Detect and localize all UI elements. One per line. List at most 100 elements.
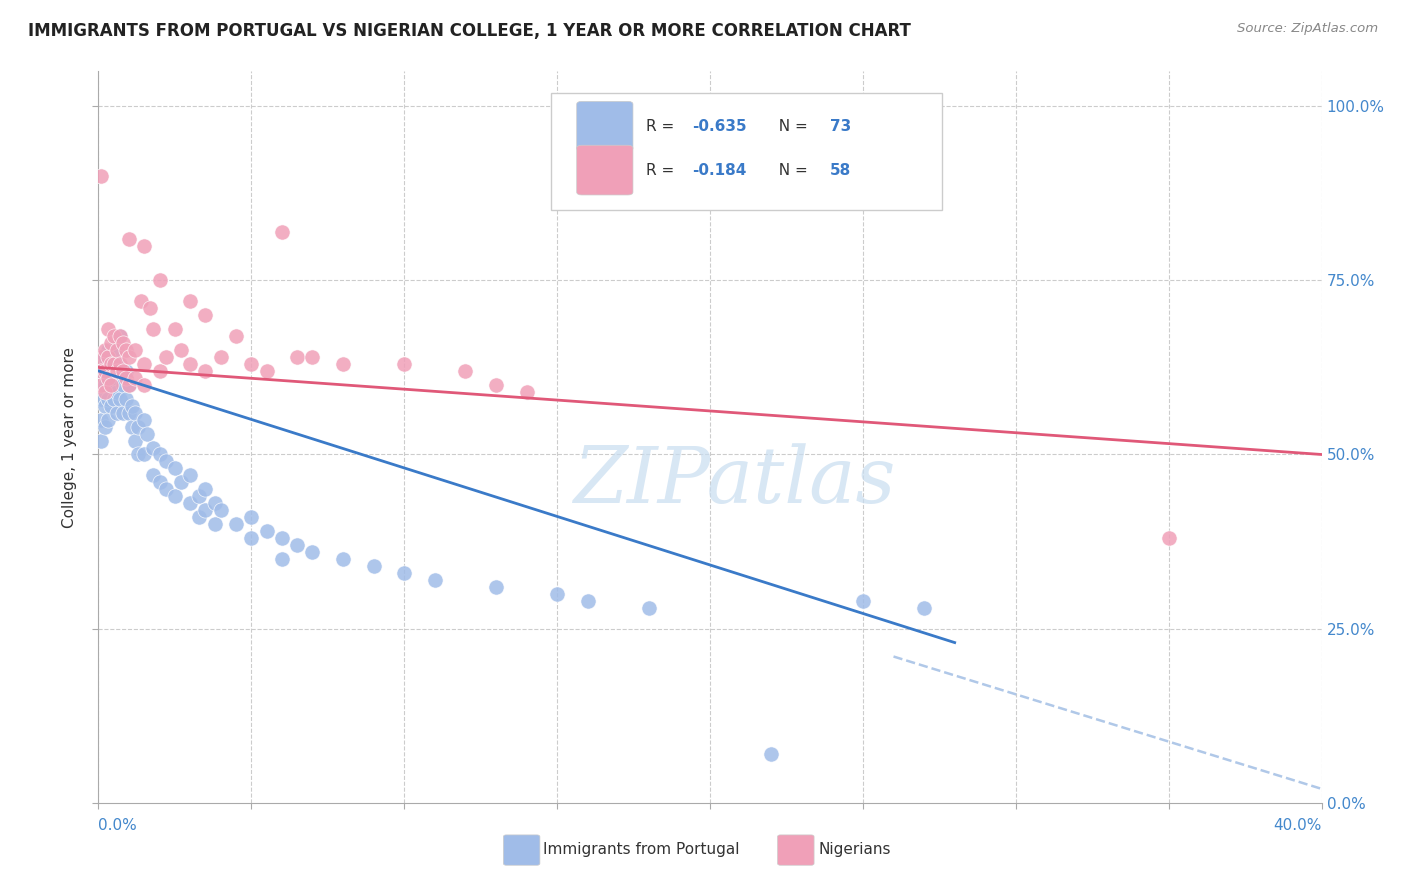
Y-axis label: College, 1 year or more: College, 1 year or more — [62, 347, 77, 527]
Point — [124, 406, 146, 420]
Point — [93, 419, 115, 434]
Point — [392, 566, 416, 580]
Point — [134, 377, 156, 392]
Point — [912, 600, 935, 615]
Point — [90, 434, 112, 448]
Point — [240, 510, 263, 524]
Point — [270, 531, 292, 545]
Point — [163, 322, 186, 336]
Point — [194, 308, 217, 322]
Point — [270, 225, 292, 239]
Point — [115, 343, 138, 357]
Point — [546, 587, 568, 601]
Point — [103, 357, 125, 371]
Point — [118, 231, 141, 245]
Point — [118, 377, 141, 392]
Point — [103, 343, 125, 357]
Point — [1157, 531, 1180, 545]
FancyBboxPatch shape — [551, 94, 942, 211]
Point — [97, 392, 120, 406]
Point — [149, 475, 172, 490]
Point — [576, 594, 599, 608]
Point — [97, 371, 120, 385]
Point — [90, 364, 112, 378]
Text: Source: ZipAtlas.com: Source: ZipAtlas.com — [1237, 22, 1378, 36]
Point — [93, 384, 115, 399]
Point — [90, 350, 112, 364]
Point — [100, 336, 122, 351]
Point — [225, 517, 247, 532]
Point — [118, 350, 141, 364]
Point — [97, 350, 120, 364]
Point — [485, 580, 508, 594]
Point — [485, 377, 508, 392]
Point — [90, 412, 112, 426]
Point — [149, 273, 172, 287]
Point — [155, 350, 177, 364]
Point — [105, 406, 128, 420]
Point — [129, 294, 152, 309]
Point — [90, 364, 112, 378]
Point — [105, 364, 128, 378]
Point — [100, 357, 122, 371]
Point — [100, 399, 122, 413]
Point — [423, 573, 446, 587]
Text: R =: R = — [647, 162, 679, 178]
Point — [108, 329, 131, 343]
Point — [332, 552, 354, 566]
Point — [270, 552, 292, 566]
Point — [108, 364, 131, 378]
Point — [115, 392, 138, 406]
Text: -0.184: -0.184 — [692, 162, 747, 178]
Point — [142, 322, 165, 336]
Point — [637, 600, 661, 615]
Point — [105, 357, 128, 371]
Point — [93, 377, 115, 392]
Point — [118, 406, 141, 420]
Point — [124, 434, 146, 448]
Point — [163, 461, 186, 475]
Text: 73: 73 — [830, 119, 851, 134]
Point — [105, 384, 128, 399]
Text: Nigerians: Nigerians — [818, 842, 891, 856]
Point — [194, 503, 217, 517]
Point — [194, 364, 217, 378]
Point — [97, 343, 120, 357]
Point — [134, 412, 156, 426]
Point — [111, 406, 134, 420]
Point — [256, 524, 278, 538]
Point — [759, 747, 782, 761]
Point — [179, 357, 201, 371]
Point — [142, 468, 165, 483]
Point — [115, 364, 138, 378]
FancyBboxPatch shape — [576, 145, 633, 195]
Point — [134, 238, 156, 252]
Point — [118, 377, 141, 392]
Point — [103, 371, 125, 385]
Point — [225, 329, 247, 343]
Point — [209, 350, 232, 364]
Point — [285, 538, 308, 552]
Point — [179, 496, 201, 510]
Point — [204, 517, 226, 532]
Point — [90, 392, 112, 406]
Point — [127, 448, 149, 462]
Point — [115, 371, 138, 385]
Point — [97, 322, 120, 336]
Point — [194, 483, 217, 497]
Text: IMMIGRANTS FROM PORTUGAL VS NIGERIAN COLLEGE, 1 YEAR OR MORE CORRELATION CHART: IMMIGRANTS FROM PORTUGAL VS NIGERIAN COL… — [28, 22, 911, 40]
Point — [163, 489, 186, 503]
Point — [124, 371, 146, 385]
Point — [111, 364, 134, 378]
Point — [90, 169, 112, 183]
Text: R =: R = — [647, 119, 679, 134]
Point — [97, 412, 120, 426]
Point — [93, 399, 115, 413]
Point — [100, 357, 122, 371]
Point — [240, 357, 263, 371]
Point — [149, 364, 172, 378]
Point — [93, 350, 115, 364]
Point — [108, 357, 131, 371]
Point — [136, 426, 159, 441]
Point — [105, 343, 128, 357]
